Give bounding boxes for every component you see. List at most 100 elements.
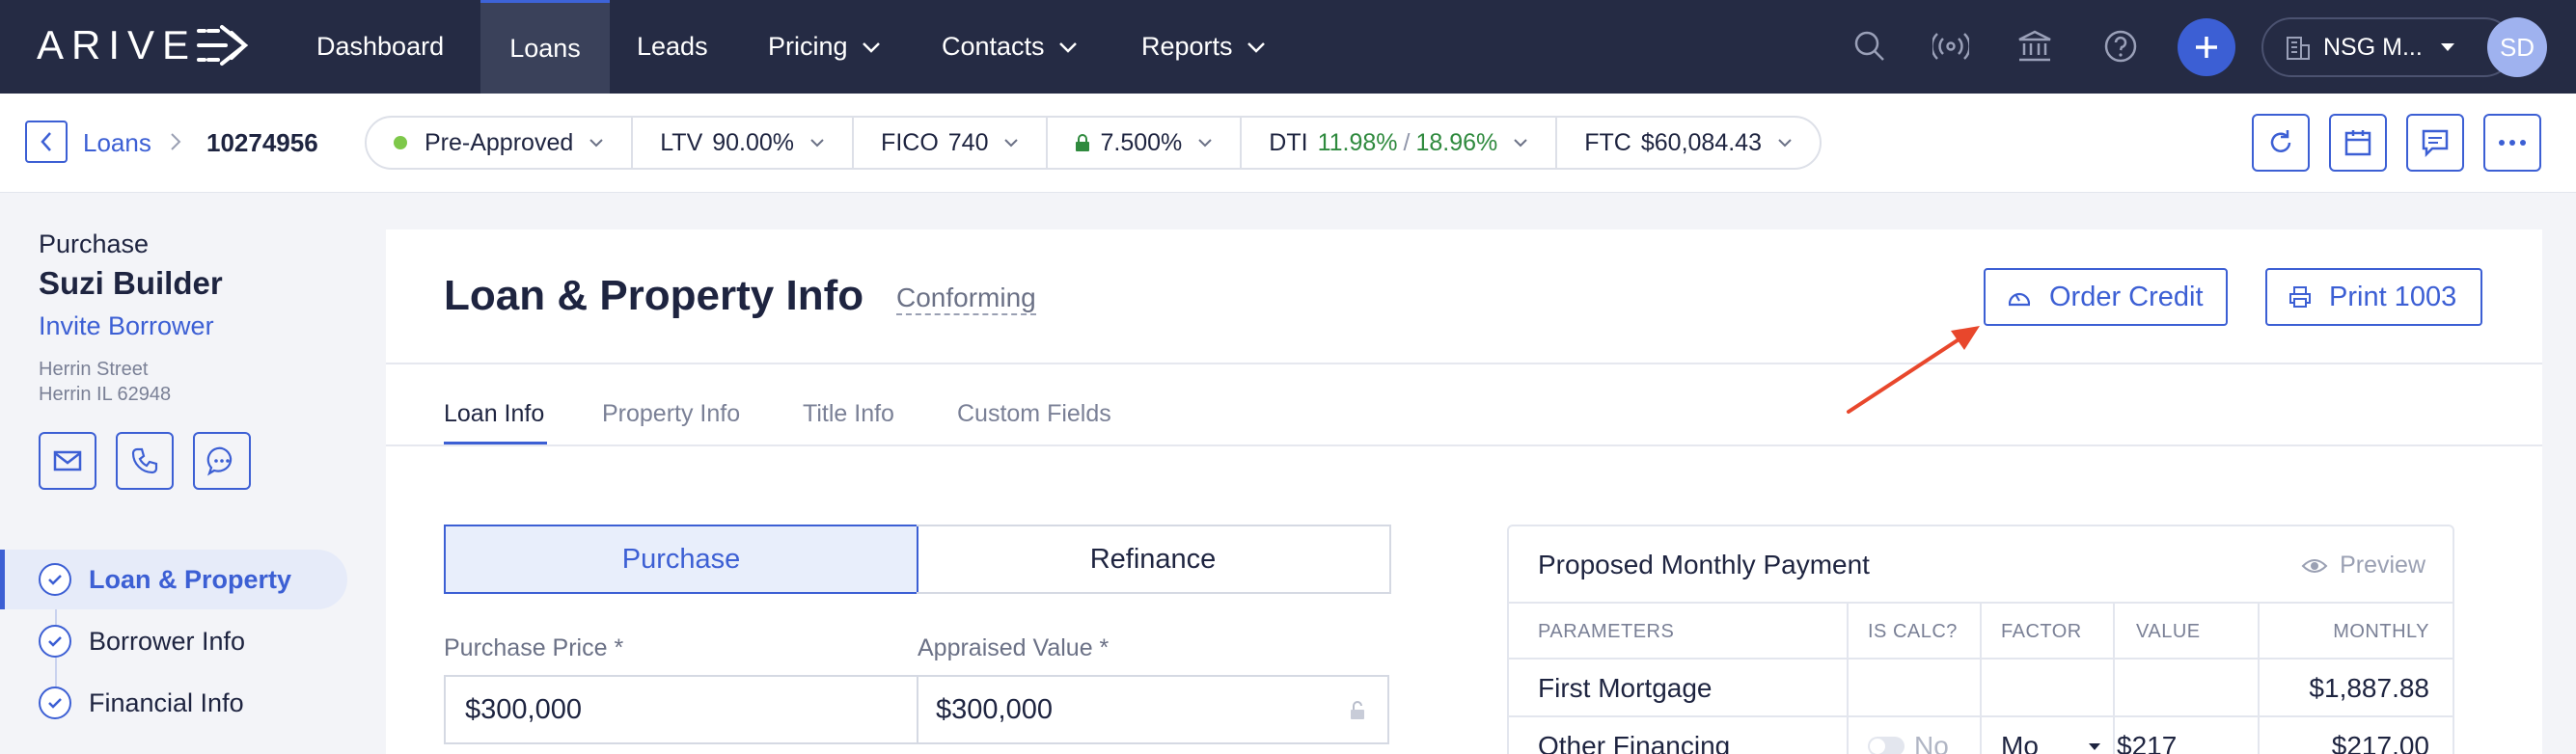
column-divider (2258, 602, 2260, 754)
logo-text: ARIVE (37, 22, 198, 67)
column-header: MONTHLY (2333, 621, 2429, 642)
ltv-pill[interactable]: LTV 90.00% (633, 118, 855, 168)
tab-loan-info[interactable]: Loan Info (444, 400, 545, 427)
value-input[interactable]: $217 (2117, 731, 2178, 754)
column-divider (1980, 602, 1982, 754)
back-button[interactable] (25, 121, 68, 163)
page-title: Loan & Property Info (444, 272, 864, 319)
column-header: IS CALC? (1868, 621, 1958, 642)
calendar-button[interactable] (2329, 114, 2387, 172)
step-borrower-info[interactable]: Borrower Info (0, 611, 347, 671)
column-divider (2113, 602, 2115, 754)
tab-title-info[interactable]: Title Info (803, 400, 894, 427)
status-pill[interactable]: Pre-Approved (367, 118, 634, 168)
avatar[interactable]: SD (2487, 17, 2547, 77)
nav-reports[interactable]: Reports (1122, 0, 1285, 94)
tabs-divider (386, 444, 2542, 446)
appraised-value-value: $300,000 (936, 693, 1053, 725)
nav-pricing[interactable]: Pricing (749, 0, 900, 94)
step-loan-property[interactable]: Loan & Property (0, 550, 347, 609)
tab-custom-fields[interactable]: Custom Fields (957, 400, 1111, 427)
factor-select[interactable]: Mo (2001, 731, 2039, 754)
appraised-value-label: Appraised Value * (918, 634, 1110, 661)
is-calc-toggle[interactable] (1868, 737, 1905, 754)
proposed-monthly-payment-panel: Proposed Monthly Payment Preview PARAMET… (1507, 525, 2454, 754)
table-row: First Mortgage $1,887.88 (1509, 660, 2453, 717)
dti-label: DTI (1269, 128, 1308, 156)
logo-arrow-icon (197, 25, 249, 66)
dti-pill[interactable]: DTI 11.98% / 18.96% (1242, 118, 1558, 168)
fico-label: FICO (881, 128, 939, 156)
lock-icon (1076, 134, 1090, 151)
nav-label: Loans (509, 33, 581, 63)
invite-borrower-link[interactable]: Invite Borrower (39, 311, 214, 340)
column-header: PARAMETERS (1538, 621, 1675, 642)
arive-logo[interactable]: ARIVE (37, 21, 253, 69)
organization-selector[interactable]: NSG M... (2261, 17, 2514, 77)
step-financial-info[interactable]: Financial Info (0, 673, 347, 733)
nav-contacts[interactable]: Contacts (922, 0, 1097, 94)
unlock-icon[interactable] (1349, 700, 1366, 721)
order-credit-button[interactable]: Order Credit (1984, 268, 2228, 326)
loan-program-label[interactable]: Conforming (896, 283, 1036, 315)
ltv-label: LTV (660, 128, 703, 156)
loan-summary-bar: Loans 10274956 Pre-Approved LTV 90.00% F… (0, 94, 2576, 193)
rate-pill[interactable]: 7.500% (1048, 118, 1243, 168)
step-label: Borrower Info (89, 626, 246, 656)
organization-name: NSG M... (2323, 33, 2423, 61)
more-options-button[interactable] (2483, 114, 2541, 172)
nav-label: Contacts (942, 32, 1045, 61)
bank-icon[interactable] (2015, 27, 2054, 66)
add-new-button[interactable] (2178, 18, 2235, 76)
payment-table-header: PARAMETERS IS CALC? FACTOR VALUE MONTHLY (1509, 602, 2453, 660)
nav-label: Reports (1141, 32, 1233, 61)
borrower-name: Suzi Builder (39, 265, 223, 301)
chevron-down-icon (1778, 139, 1792, 148)
nav-label: Dashboard (316, 32, 445, 61)
chevron-left-icon (41, 132, 51, 151)
chat-icon (206, 446, 233, 476)
chevron-down-icon (1004, 139, 1019, 148)
print-label: Print 1003 (2329, 281, 2457, 312)
purchase-price-field[interactable]: $300,000 (444, 675, 918, 744)
refresh-button[interactable] (2252, 114, 2310, 172)
help-icon[interactable] (2101, 27, 2140, 66)
email-button[interactable] (39, 432, 96, 490)
nav-leads[interactable]: Leads (621, 0, 724, 94)
chevron-down-icon (810, 139, 824, 148)
plus-icon (2196, 37, 2217, 58)
chevron-down-icon (1198, 139, 1212, 148)
chevron-down-icon (589, 139, 603, 148)
appraised-value-field[interactable]: $300,000 (917, 675, 1389, 744)
phone-button[interactable] (116, 432, 174, 490)
preview-button[interactable]: Preview (2301, 552, 2425, 579)
purchase-toggle-button[interactable]: Purchase (444, 525, 918, 594)
caret-down-icon (2089, 743, 2100, 750)
breadcrumb-loans-link[interactable]: Loans (83, 128, 151, 157)
calendar-icon (2344, 130, 2371, 156)
nav-label: Leads (637, 32, 708, 61)
annotation-arrow-icon (1847, 326, 1980, 414)
broadcast-icon[interactable] (1932, 27, 1970, 66)
dti-separator: / (1403, 128, 1411, 156)
comments-button[interactable] (2406, 114, 2464, 172)
ftc-pill[interactable]: FTC $60,084.43 (1557, 118, 1820, 168)
monthly-amount: $1,887.88 (2309, 673, 2429, 703)
building-icon (2287, 37, 2310, 60)
nav-dashboard[interactable]: Dashboard (297, 0, 463, 94)
comment-icon (2422, 129, 2449, 157)
tab-property-info[interactable]: Property Info (602, 400, 741, 427)
nav-loans[interactable]: Loans (480, 0, 610, 94)
chat-button[interactable] (193, 432, 251, 490)
search-icon[interactable] (1850, 27, 1889, 66)
step-label: Loan & Property (89, 564, 292, 594)
chevron-down-icon (1247, 41, 1265, 53)
ftc-value: $60,084.43 (1640, 128, 1762, 156)
fico-pill[interactable]: FICO 740 (854, 118, 1049, 168)
print-1003-button[interactable]: Print 1003 (2265, 268, 2482, 326)
active-tab-indicator (444, 442, 547, 445)
address-line1: Herrin Street (39, 359, 149, 380)
refinance-toggle-button[interactable]: Refinance (917, 525, 1391, 594)
rate-value: 7.500% (1100, 128, 1183, 156)
table-row: Other Financing No Mo $217 $217.00 (1509, 717, 2453, 754)
